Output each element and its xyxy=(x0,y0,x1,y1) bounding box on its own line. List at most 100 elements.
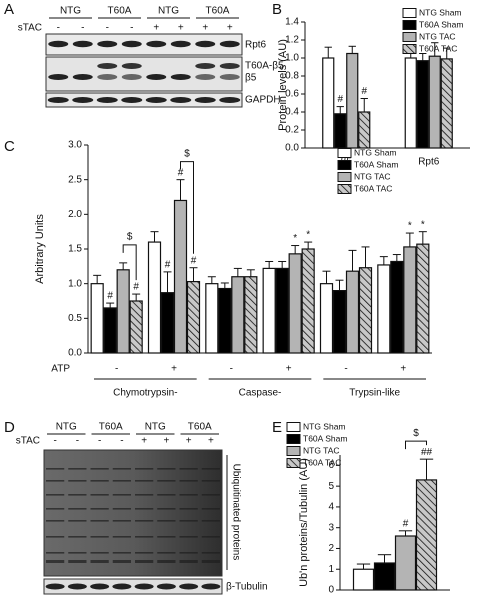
band xyxy=(201,560,220,563)
band xyxy=(121,74,142,80)
legend-swatch xyxy=(402,8,417,18)
error-bar xyxy=(443,47,451,59)
x-tick-label: - xyxy=(115,364,118,375)
band xyxy=(135,520,154,522)
bar xyxy=(346,52,359,149)
band xyxy=(90,583,110,590)
band xyxy=(46,494,65,496)
y-tick-label: 3.0 xyxy=(68,140,82,151)
band xyxy=(72,74,93,80)
error-bar xyxy=(132,293,141,301)
band xyxy=(112,480,131,482)
bar xyxy=(428,55,441,149)
y-tick-label: 0.8 xyxy=(285,71,299,82)
bar xyxy=(332,290,347,354)
band xyxy=(112,536,131,538)
sign-label: + xyxy=(141,436,147,447)
y-tick-label: 0.2 xyxy=(285,125,299,136)
band xyxy=(201,552,220,554)
sign-label: + xyxy=(208,436,214,447)
bar xyxy=(377,264,391,354)
y-tick-label: 1 xyxy=(328,564,334,575)
bar xyxy=(394,535,417,591)
x-tick-label: + xyxy=(400,364,406,375)
band xyxy=(68,520,87,522)
legend-label: NTG TAC xyxy=(354,171,391,181)
error-bar xyxy=(335,279,344,291)
significance-label: * xyxy=(306,230,310,241)
sign-label: + xyxy=(227,23,233,34)
y-tick-label: 1.5 xyxy=(68,244,82,255)
legend-label: NTG Sham xyxy=(303,421,346,431)
band xyxy=(97,40,118,48)
significance-label: # xyxy=(191,255,197,266)
bar xyxy=(352,568,375,591)
legend-label: NTG Sham xyxy=(354,147,397,157)
y-tick-label: 0.5 xyxy=(68,313,82,324)
error-bar xyxy=(93,274,102,284)
band xyxy=(112,552,131,554)
sign-label: - xyxy=(81,23,84,34)
y-tick-label: 0.6 xyxy=(285,89,299,100)
band xyxy=(146,74,167,80)
band xyxy=(195,63,216,69)
bar xyxy=(373,562,396,591)
band-label: β-Tubulin xyxy=(226,582,268,593)
sign-label: - xyxy=(53,436,56,447)
panel-label: E xyxy=(272,419,282,436)
band xyxy=(179,520,198,522)
sign-label: - xyxy=(106,23,109,34)
band xyxy=(170,74,191,80)
significance-label: # xyxy=(403,518,409,529)
band xyxy=(68,560,87,563)
band xyxy=(68,536,87,538)
band xyxy=(179,536,198,538)
legend-label: T60A Sham xyxy=(419,19,463,29)
error-bar xyxy=(419,53,427,61)
band xyxy=(46,552,65,554)
group-label: Trypsin-like xyxy=(349,388,400,399)
band xyxy=(90,508,109,510)
bracket-label: $ xyxy=(184,148,190,159)
legend-swatch xyxy=(402,32,417,42)
error-bar xyxy=(291,245,300,254)
band xyxy=(219,40,240,48)
band xyxy=(121,97,143,103)
error-bar xyxy=(419,458,434,480)
band xyxy=(157,520,176,522)
band xyxy=(45,583,65,590)
band xyxy=(135,560,154,563)
band xyxy=(68,494,87,496)
band xyxy=(156,583,176,590)
panel-label: B xyxy=(272,1,282,18)
legend-label: T60A TAC xyxy=(419,43,457,53)
error-bar xyxy=(233,267,242,277)
bracket xyxy=(122,244,137,281)
x-tick-label: + xyxy=(286,364,292,375)
group-label: NTG xyxy=(60,6,81,17)
legend-label: NTG TAC xyxy=(419,31,456,41)
band xyxy=(179,508,198,510)
bar xyxy=(90,283,104,354)
treatment-label: sTAC xyxy=(16,436,40,447)
band xyxy=(219,97,241,103)
bar xyxy=(231,276,245,354)
y-tick-label: 3 xyxy=(328,522,334,533)
bar xyxy=(416,60,429,149)
legend-label: T60A Sham xyxy=(303,433,347,443)
bar xyxy=(186,280,201,354)
bar xyxy=(404,57,417,149)
y-axis-label: Protein levels (AU) xyxy=(277,39,289,131)
group-label: NTG xyxy=(56,422,77,433)
band xyxy=(46,560,65,563)
band xyxy=(201,468,220,470)
band xyxy=(195,40,216,48)
sign-label: - xyxy=(130,23,133,34)
significance-label: # xyxy=(165,260,171,271)
significance-label: # xyxy=(133,282,139,293)
band xyxy=(68,508,87,510)
significance-label: * xyxy=(293,233,297,244)
error-bar xyxy=(207,276,216,284)
bar xyxy=(129,300,143,354)
bar xyxy=(358,111,371,149)
